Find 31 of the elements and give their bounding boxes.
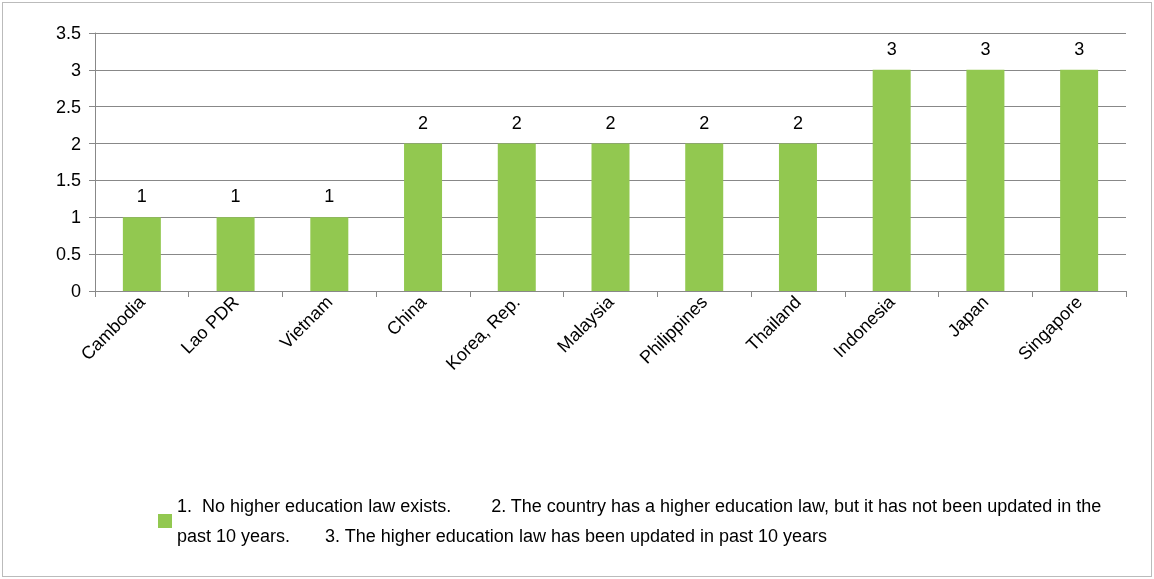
y-tick-label: 3.5 [55,23,81,43]
bar [122,217,161,291]
y-tick-label: 2 [70,133,81,154]
y-tick-label: 1.5 [55,170,81,191]
bar [966,69,1005,291]
data-label: 3 [1074,38,1085,59]
legend-label: 1. No higher education law exists. 2. The country has a higher education law, but it has not been updated in the past 10 years. 3. The higher education law has been updated in past 10 years [177,496,1107,546]
bar [1060,69,1099,291]
data-label: 2 [511,112,522,133]
y-tick-label: 0 [70,281,81,301]
bar [872,69,911,291]
data-label: 3 [886,38,897,59]
data-label: 2 [699,112,710,133]
data-label: 1 [230,186,241,207]
data-label: 2 [605,112,616,133]
bar [310,217,349,291]
y-tick-label: 1 [70,207,81,228]
bar [216,217,255,291]
data-label: 1 [324,186,335,207]
data-label: 3 [980,38,991,59]
data-label: 2 [418,112,429,133]
bar [404,143,443,291]
bar [497,143,536,291]
data-label: 1 [136,186,147,207]
data-label: 2 [792,112,803,133]
y-tick-label: 0.5 [55,244,81,265]
y-tick-label: 2.5 [55,96,81,117]
y-tick-label: 3 [70,59,81,80]
bar [685,143,724,291]
bar [778,143,817,291]
bar [591,143,630,291]
